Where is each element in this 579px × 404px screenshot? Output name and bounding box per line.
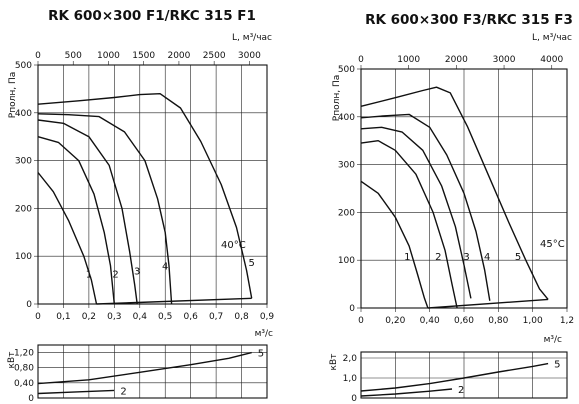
- x-tick-label: 0,2: [82, 312, 96, 322]
- x-tick-label: 0,40: [420, 316, 440, 326]
- power-curve-5: [37, 351, 252, 385]
- y-tick-label: 200: [338, 208, 355, 218]
- top-tick-label: 2000: [167, 51, 190, 61]
- top-tick-label: 2500: [203, 51, 226, 61]
- power-curve-5: [360, 362, 549, 392]
- x-tick-label: 0,3: [107, 312, 121, 322]
- top-tick-label: 4000: [540, 55, 563, 65]
- y-tick-label: 400: [338, 113, 355, 123]
- operating-limit-line: [96, 297, 252, 305]
- top-tick-label: 1500: [132, 51, 155, 61]
- x-tick-label: 0,9: [260, 312, 275, 322]
- power-curve-2: [37, 389, 115, 395]
- power-curve-label: 5: [554, 360, 560, 371]
- x-tick-label: 0,4: [133, 312, 148, 322]
- power-y-tick-label: 1,0: [343, 374, 358, 384]
- top-tick-label: 1000: [397, 55, 420, 65]
- power-y-tick-label: 0: [351, 394, 357, 404]
- curve-1: [360, 180, 429, 309]
- power-y-tick-label: 2,0: [343, 354, 358, 364]
- y-tick-label: 300: [15, 157, 32, 167]
- y-tick-label: 500: [338, 65, 355, 75]
- power-y-tick-label: 0: [28, 394, 34, 404]
- top-tick-label: 500: [65, 51, 82, 61]
- power-curve-label: 2: [458, 385, 464, 396]
- y-axis-label: Pполн, Па: [8, 72, 18, 118]
- x-tick-label: 0: [358, 316, 364, 326]
- plot-frame: [360, 68, 568, 309]
- x-tick-label: 0,1: [56, 312, 70, 322]
- power-curve-label: 2: [120, 386, 126, 397]
- curve-label: 5: [249, 258, 255, 269]
- temperature-label: 40°C: [221, 240, 246, 251]
- power-curve-2: [360, 388, 453, 397]
- curve-1: [37, 172, 98, 305]
- curve-4: [360, 113, 491, 301]
- curve-label: 1: [86, 270, 92, 281]
- y-tick-label: 400: [15, 109, 32, 119]
- curve-label: 5: [515, 252, 521, 263]
- top-tick-label: 0: [358, 55, 364, 65]
- top-tick-label: 0: [35, 51, 41, 61]
- x-tick-label: 0,5: [158, 312, 172, 322]
- top-axis-label: L, м³/час: [232, 33, 272, 43]
- power-y-axis-label: кВт: [329, 354, 339, 371]
- top-tick-label: 1000: [97, 51, 120, 61]
- x-axis-label: м³/с: [544, 335, 562, 345]
- plot-frame: [37, 64, 268, 305]
- power-plot-frame: [37, 344, 268, 399]
- y-tick-label: 0: [26, 300, 32, 310]
- power-y-tick-label: 0,40: [14, 379, 34, 389]
- temperature-label: 45°C: [540, 239, 565, 250]
- y-tick-label: 500: [15, 61, 32, 71]
- chart-title: RK 600×300 F3/RKC 315 F3: [365, 12, 573, 28]
- curve-3: [360, 126, 472, 299]
- top-tick-label: 3000: [493, 55, 516, 65]
- top-axis-label: L, м³/час: [532, 33, 572, 43]
- chart-right: RK 600×300 F3/RKC 315 F3 0 0,20 0,40 0,60 0,8…: [329, 12, 574, 404]
- curve-label: 2: [435, 252, 441, 263]
- x-tick-label: 1,2: [560, 316, 574, 326]
- top-tick-label: 2000: [445, 55, 468, 65]
- x-tick-label: 1,00: [523, 316, 543, 326]
- curve-5: [360, 86, 549, 300]
- y-tick-label: 0: [349, 304, 355, 314]
- x-axis-label: м³/с: [255, 329, 273, 339]
- power-y-tick-label: 0,80: [14, 364, 34, 374]
- x-tick-label: 0,60: [454, 316, 474, 326]
- y-tick-label: 200: [15, 204, 32, 214]
- power-curve-label: 5: [258, 349, 264, 360]
- y-tick-label: 300: [338, 161, 355, 171]
- x-tick-label: 0: [35, 312, 41, 322]
- chart-title: RK 600×300 F1/RKC 315 F1: [48, 8, 256, 24]
- power-plot-frame: [360, 351, 568, 399]
- curve-label: 1: [404, 252, 410, 263]
- y-tick-label: 100: [15, 252, 32, 262]
- curve-2: [360, 140, 458, 309]
- chart-left: RK 600×300 F1/RKC 315 F1 0 0,1 0,2 0,3 0,4 0,5…: [7, 8, 274, 404]
- operating-limit-line: [427, 298, 549, 309]
- x-tick-label: 0,20: [385, 316, 405, 326]
- y-axis-label: Pполн, Па: [332, 75, 342, 121]
- curve-label: 3: [134, 266, 140, 277]
- curve-label: 2: [112, 270, 118, 281]
- curve-2: [37, 136, 115, 305]
- x-tick-label: 0,80: [488, 316, 508, 326]
- curve-5: [37, 93, 253, 299]
- top-tick-label: 3000: [238, 51, 261, 61]
- power-y-axis-label: кВт: [7, 352, 17, 369]
- curve-label: 4: [484, 252, 490, 263]
- y-tick-label: 100: [338, 256, 355, 266]
- x-tick-label: 0,6: [184, 312, 199, 322]
- power-y-tick-label: 1,20: [14, 349, 34, 359]
- curve-4: [37, 113, 173, 305]
- x-tick-label: 0,7: [209, 312, 223, 322]
- curve-label: 4: [162, 262, 168, 273]
- curve-label: 3: [463, 252, 469, 263]
- x-tick-label: 0,8: [234, 312, 249, 322]
- curve-3: [37, 119, 138, 305]
